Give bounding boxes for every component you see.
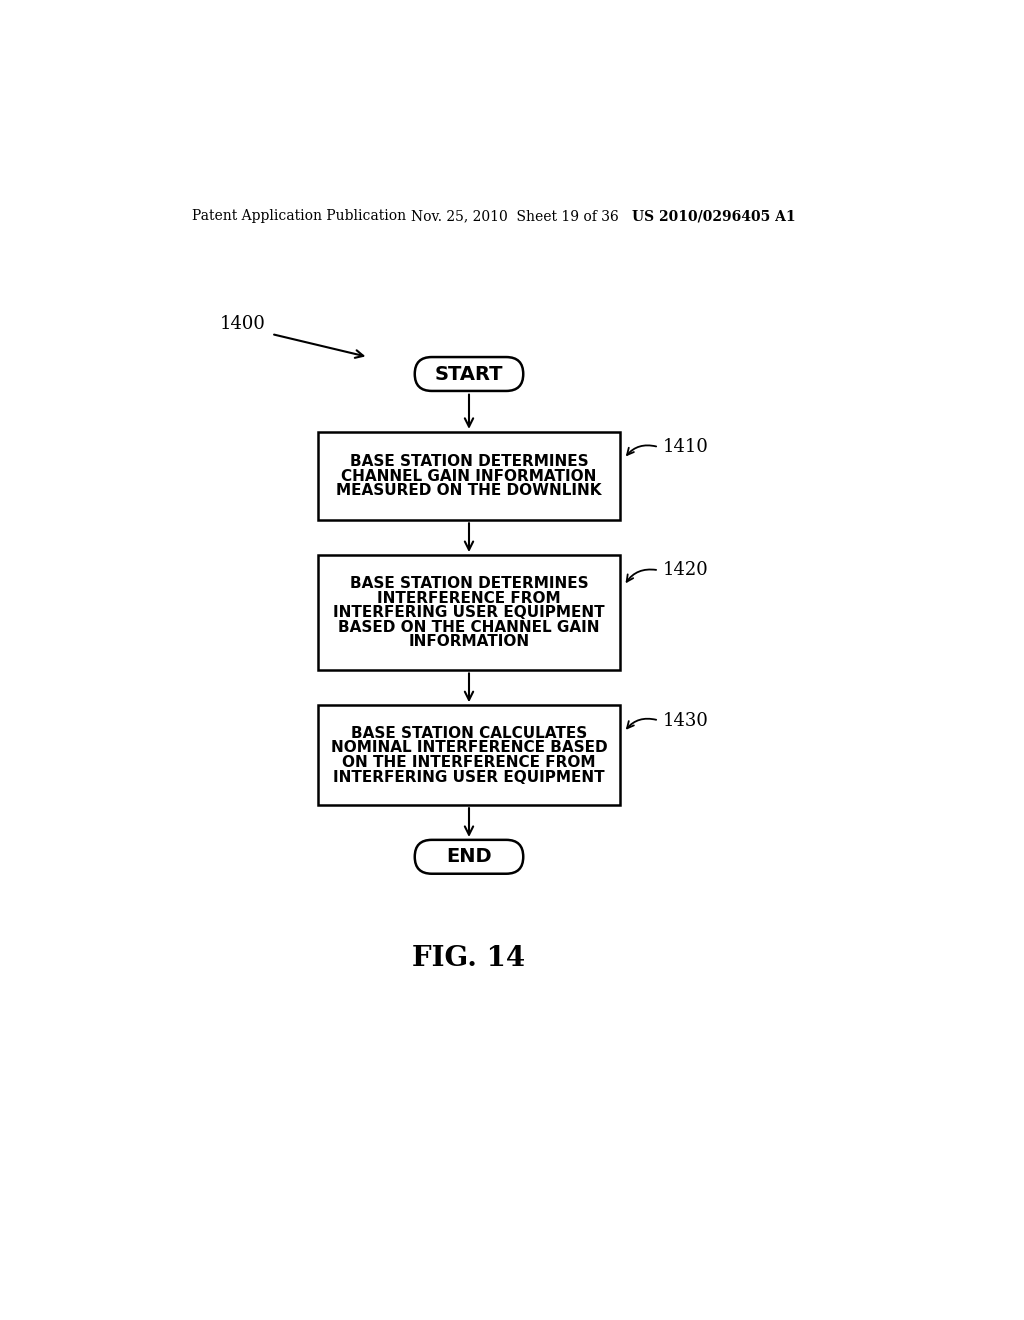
Text: 1410: 1410 bbox=[663, 438, 709, 457]
FancyBboxPatch shape bbox=[317, 705, 621, 805]
Text: BASE STATION DETERMINES: BASE STATION DETERMINES bbox=[349, 454, 589, 469]
Text: NOMINAL INTERFERENCE BASED: NOMINAL INTERFERENCE BASED bbox=[331, 741, 607, 755]
Text: 1400: 1400 bbox=[219, 315, 265, 333]
Text: FIG. 14: FIG. 14 bbox=[413, 945, 525, 972]
Text: ON THE INTERFERENCE FROM: ON THE INTERFERENCE FROM bbox=[342, 755, 596, 770]
Text: INFORMATION: INFORMATION bbox=[409, 635, 529, 649]
Text: 1420: 1420 bbox=[663, 561, 709, 579]
Text: INTERFERING USER EQUIPMENT: INTERFERING USER EQUIPMENT bbox=[333, 605, 605, 620]
Text: INTERFERENCE FROM: INTERFERENCE FROM bbox=[377, 590, 561, 606]
Text: INTERFERING USER EQUIPMENT: INTERFERING USER EQUIPMENT bbox=[333, 770, 605, 784]
FancyBboxPatch shape bbox=[317, 432, 621, 520]
FancyBboxPatch shape bbox=[415, 840, 523, 874]
Text: BASE STATION CALCULATES: BASE STATION CALCULATES bbox=[351, 726, 587, 741]
Text: BASE STATION DETERMINES: BASE STATION DETERMINES bbox=[349, 576, 589, 591]
Text: US 2010/0296405 A1: US 2010/0296405 A1 bbox=[632, 209, 796, 223]
Text: Nov. 25, 2010  Sheet 19 of 36: Nov. 25, 2010 Sheet 19 of 36 bbox=[411, 209, 618, 223]
Text: MEASURED ON THE DOWNLINK: MEASURED ON THE DOWNLINK bbox=[336, 483, 602, 498]
FancyBboxPatch shape bbox=[317, 554, 621, 671]
Text: 1430: 1430 bbox=[663, 711, 709, 730]
Text: END: END bbox=[446, 847, 492, 866]
FancyBboxPatch shape bbox=[415, 358, 523, 391]
Text: START: START bbox=[435, 364, 503, 384]
Text: CHANNEL GAIN INFORMATION: CHANNEL GAIN INFORMATION bbox=[341, 469, 597, 483]
Text: BASED ON THE CHANNEL GAIN: BASED ON THE CHANNEL GAIN bbox=[338, 620, 600, 635]
Text: Patent Application Publication: Patent Application Publication bbox=[191, 209, 406, 223]
